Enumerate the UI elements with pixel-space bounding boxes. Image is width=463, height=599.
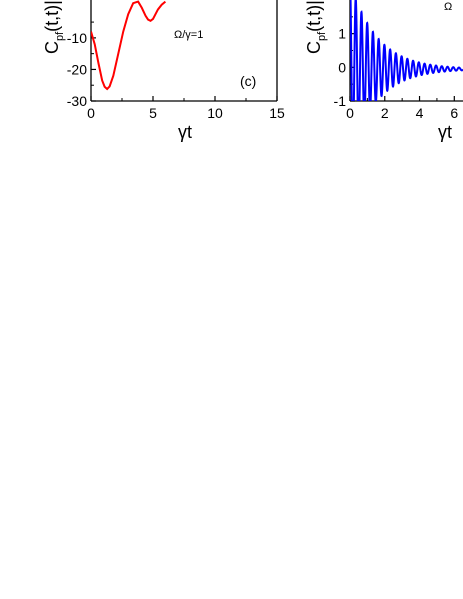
left-y-axis-label: Cpf(t,t)| — [42, 0, 66, 54]
right-x-axis-label: γt — [438, 122, 452, 142]
left-y-tick-label: -30 — [67, 93, 87, 109]
right-ylabel-main: C — [304, 41, 324, 54]
left-ylabel-main: C — [42, 41, 62, 54]
left-curve-group — [91, 0, 167, 91]
left-x-tick-label: 15 — [269, 105, 285, 121]
left-series-line — [91, 0, 167, 91]
right-series-line — [350, 0, 463, 101]
right-y-axis-label: Cpf(t,t)| — [304, 0, 328, 54]
left-ticks: 0 5 10 15 -10 -20 -30 — [67, 21, 285, 121]
right-y-tick-label: 1 — [338, 26, 346, 42]
right-annotation: Ω — [444, 1, 452, 13]
right-y-tick-label: 0 — [338, 59, 346, 75]
left-annotation: Ω/γ=1 — [174, 29, 203, 41]
left-ylabel-sub: pf — [54, 31, 66, 41]
panel-left: 0 5 10 15 -10 -20 -30 Ω/γ=1 (c) Cpf(t,t)| γt — [42, 0, 285, 142]
left-x-tick-label: 10 — [207, 105, 223, 121]
right-x-tick-label: 2 — [381, 105, 389, 121]
left-panel-label: (c) — [240, 73, 256, 89]
left-x-axis-label: γt — [178, 122, 192, 142]
right-x-tick-label: 6 — [450, 105, 458, 121]
left-x-tick-label: 0 — [87, 105, 95, 121]
right-x-tick-label: 4 — [416, 105, 424, 121]
right-ylabel-rest: (t,t)| — [304, 0, 324, 32]
right-y-tick-label: -1 — [334, 93, 347, 109]
right-curve-group — [350, 0, 463, 101]
left-y-tick-label: -10 — [67, 30, 87, 46]
right-x-tick-label: 0 — [346, 105, 354, 121]
left-ylabel-rest: (t,t)| — [42, 0, 62, 32]
left-y-tick-label: -20 — [67, 61, 87, 77]
right-ylabel-sub: pf — [316, 31, 328, 41]
panel-right: 0 2 4 610-1 Ω Cpf(t,t)| γt — [304, 0, 463, 142]
left-x-tick-label: 5 — [149, 105, 157, 121]
